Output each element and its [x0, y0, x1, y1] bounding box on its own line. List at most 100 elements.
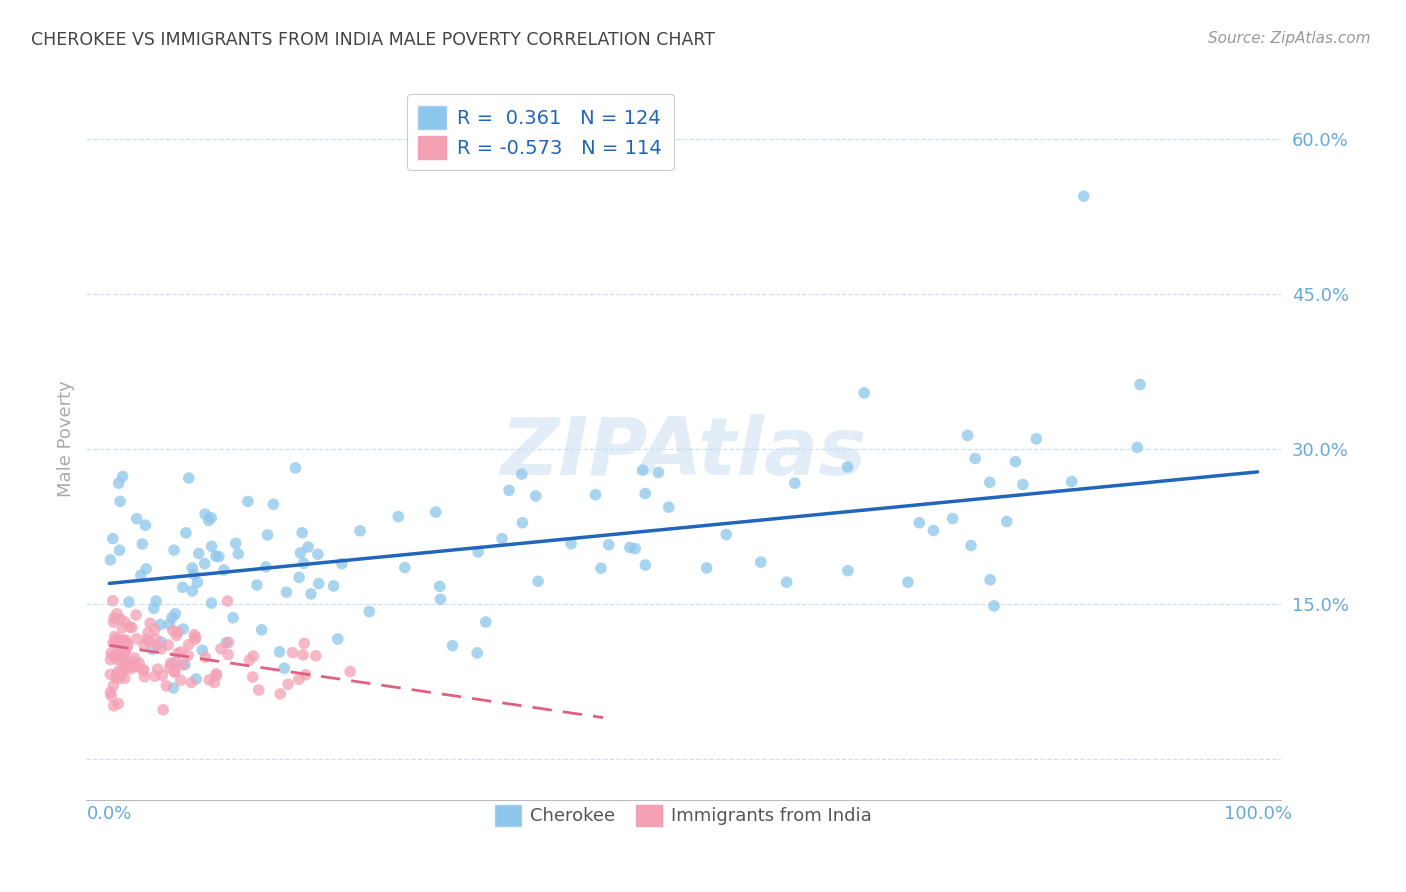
Point [157, 617, 180, 632]
Point [205, 668, 228, 682]
Point [960, 539, 983, 553]
Point [152, 703, 174, 717]
Point [103, 615, 125, 630]
Point [498, 483, 520, 498]
Point [112, 659, 135, 673]
Point [619, 541, 641, 555]
Point [124, 651, 146, 665]
Point [100, 667, 122, 681]
Point [162, 681, 184, 695]
Point [111, 632, 134, 647]
Point [631, 463, 654, 477]
Point [108, 646, 131, 660]
Point [108, 543, 131, 558]
Point [1004, 455, 1026, 469]
Point [100, 553, 122, 567]
Point [112, 647, 135, 661]
Point [132, 638, 155, 652]
Point [284, 461, 307, 475]
Point [634, 486, 657, 500]
Point [125, 512, 148, 526]
Point [107, 672, 129, 686]
Point [465, 646, 488, 660]
Point [510, 467, 533, 481]
Point [995, 515, 1018, 529]
Point [246, 578, 269, 592]
Point [107, 476, 129, 491]
Point [696, 561, 718, 575]
Point [589, 561, 612, 575]
Point [187, 547, 209, 561]
Point [197, 513, 219, 527]
Point [100, 685, 122, 699]
Point [326, 632, 349, 646]
Point [198, 673, 221, 687]
Point [114, 662, 136, 676]
Point [186, 672, 208, 686]
Point [165, 607, 187, 621]
Point [170, 673, 193, 688]
Point [114, 671, 136, 685]
Point [145, 594, 167, 608]
Point [122, 658, 145, 673]
Point [163, 665, 186, 679]
Point [1073, 189, 1095, 203]
Point [956, 428, 979, 442]
Point [103, 679, 125, 693]
Point [181, 583, 204, 598]
Point [125, 632, 148, 646]
Point [491, 532, 513, 546]
Point [145, 632, 167, 647]
Point [749, 555, 772, 569]
Point [205, 666, 228, 681]
Point [114, 658, 136, 673]
Point [194, 507, 217, 521]
Point [100, 646, 122, 660]
Point [112, 651, 135, 665]
Point [524, 489, 547, 503]
Point [247, 683, 270, 698]
Point [104, 635, 127, 649]
Text: CHEROKEE VS IMMIGRANTS FROM INDIA MALE POVERTY CORRELATION CHART: CHEROKEE VS IMMIGRANTS FROM INDIA MALE P… [31, 31, 714, 49]
Point [922, 524, 945, 538]
Point [942, 511, 965, 525]
Point [425, 505, 447, 519]
Point [254, 560, 277, 574]
Point [201, 540, 224, 554]
Point [186, 575, 208, 590]
Point [1060, 475, 1083, 489]
Point [139, 616, 162, 631]
Point [173, 657, 195, 672]
Point [979, 475, 1001, 490]
Point [166, 624, 188, 639]
Point [837, 459, 859, 474]
Point [107, 653, 129, 667]
Point [115, 654, 138, 668]
Point [103, 698, 125, 713]
Point [467, 545, 489, 559]
Point [150, 635, 173, 649]
Point [124, 659, 146, 673]
Point [585, 488, 607, 502]
Point [162, 657, 184, 672]
Point [239, 653, 262, 667]
Point [170, 645, 193, 659]
Point [1129, 377, 1152, 392]
Point [100, 652, 122, 666]
Point [108, 494, 131, 508]
Point [290, 546, 312, 560]
Point [103, 630, 125, 644]
Point [647, 466, 669, 480]
Point [394, 560, 416, 574]
Point [157, 638, 180, 652]
Point [349, 524, 371, 538]
Point [250, 623, 273, 637]
Point [103, 611, 125, 625]
Point [183, 628, 205, 642]
Point [110, 612, 132, 626]
Point [209, 641, 232, 656]
Point [288, 570, 311, 584]
Point [107, 665, 129, 679]
Point [897, 575, 920, 590]
Point [262, 497, 284, 511]
